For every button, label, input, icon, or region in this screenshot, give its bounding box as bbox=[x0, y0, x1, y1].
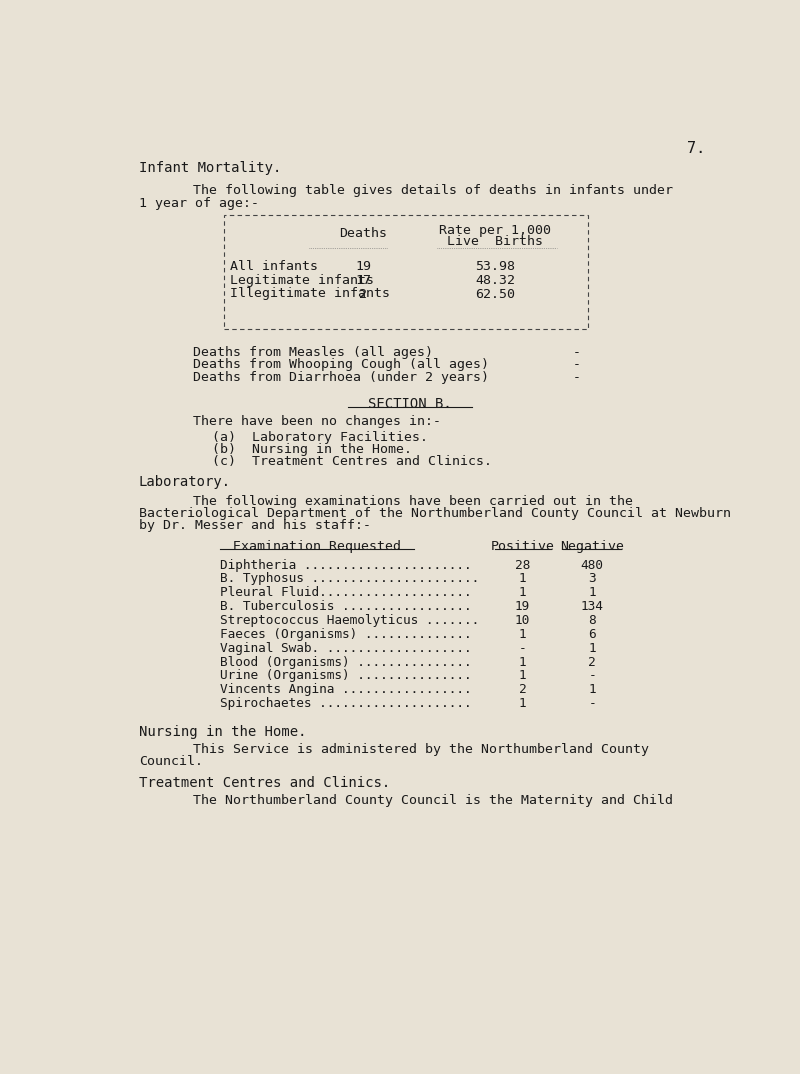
Text: Bacteriological Department of the Northumberland County Council at Newburn: Bacteriological Department of the Northu… bbox=[138, 507, 730, 520]
Text: 48.32: 48.32 bbox=[475, 274, 515, 287]
Text: Vincents Angina .................: Vincents Angina ................. bbox=[220, 683, 472, 696]
Text: Live  Births: Live Births bbox=[447, 235, 543, 248]
Text: Pleural Fluid....................: Pleural Fluid.................... bbox=[220, 586, 472, 599]
Text: Deaths from Whooping Cough (all ages): Deaths from Whooping Cough (all ages) bbox=[193, 359, 489, 372]
Text: 2: 2 bbox=[588, 655, 596, 668]
Text: B. Typhosus ......................: B. Typhosus ...................... bbox=[220, 572, 479, 585]
Text: 28: 28 bbox=[514, 558, 530, 571]
Text: 8: 8 bbox=[588, 614, 596, 627]
Text: Illegitimate infants: Illegitimate infants bbox=[230, 288, 390, 301]
Text: Treatment Centres and Clinics.: Treatment Centres and Clinics. bbox=[138, 775, 390, 789]
Text: The following table gives details of deaths in infants under: The following table gives details of dea… bbox=[193, 185, 673, 198]
Text: Infant Mortality.: Infant Mortality. bbox=[138, 161, 281, 175]
Text: Examination Requested: Examination Requested bbox=[233, 540, 401, 553]
Text: The following examinations have been carried out in the: The following examinations have been car… bbox=[193, 495, 633, 508]
Text: (b)  Nursing in the Home.: (b) Nursing in the Home. bbox=[212, 444, 412, 456]
Text: Blood (Organisms) ...............: Blood (Organisms) ............... bbox=[220, 655, 472, 668]
Text: -: - bbox=[588, 669, 596, 682]
Text: 1: 1 bbox=[588, 586, 596, 599]
Text: Deaths from Diarrhoea (under 2 years): Deaths from Diarrhoea (under 2 years) bbox=[193, 371, 489, 383]
Text: 1: 1 bbox=[518, 572, 526, 585]
Text: 53.98: 53.98 bbox=[475, 260, 515, 273]
Text: Nursing in the Home.: Nursing in the Home. bbox=[138, 725, 306, 739]
Text: 1: 1 bbox=[518, 697, 526, 710]
Text: Laboratory.: Laboratory. bbox=[138, 476, 231, 490]
Text: 1: 1 bbox=[518, 669, 526, 682]
Text: 1: 1 bbox=[518, 628, 526, 641]
Text: 10: 10 bbox=[514, 614, 530, 627]
Text: -: - bbox=[573, 346, 581, 359]
Text: 6: 6 bbox=[588, 628, 596, 641]
Text: Vaginal Swab. ...................: Vaginal Swab. ................... bbox=[220, 641, 472, 655]
Text: Positive: Positive bbox=[490, 540, 554, 553]
Text: (a)  Laboratory Facilities.: (a) Laboratory Facilities. bbox=[212, 431, 428, 444]
Text: 3: 3 bbox=[588, 572, 596, 585]
Text: 1: 1 bbox=[588, 641, 596, 655]
Text: Faeces (Organisms) ..............: Faeces (Organisms) .............. bbox=[220, 628, 472, 641]
Text: by Dr. Messer and his staff:-: by Dr. Messer and his staff:- bbox=[138, 519, 370, 532]
Text: Diphtheria ......................: Diphtheria ...................... bbox=[220, 558, 472, 571]
Text: 62.50: 62.50 bbox=[475, 288, 515, 301]
Text: 7.: 7. bbox=[686, 141, 705, 156]
Text: SECTION B.: SECTION B. bbox=[368, 396, 452, 411]
Text: All infants: All infants bbox=[230, 260, 318, 273]
Text: Spirochaetes ....................: Spirochaetes .................... bbox=[220, 697, 472, 710]
Text: -: - bbox=[573, 371, 581, 383]
Text: Deaths: Deaths bbox=[339, 227, 387, 240]
Text: 2: 2 bbox=[518, 683, 526, 696]
Text: -: - bbox=[588, 697, 596, 710]
Text: -: - bbox=[518, 641, 526, 655]
Text: This Service is administered by the Northumberland County: This Service is administered by the Nort… bbox=[193, 743, 649, 756]
Text: 1: 1 bbox=[518, 586, 526, 599]
Text: 19: 19 bbox=[514, 600, 530, 613]
Text: 2: 2 bbox=[359, 288, 367, 301]
Text: (c)  Treatment Centres and Clinics.: (c) Treatment Centres and Clinics. bbox=[212, 455, 492, 468]
Text: Streptococcus Haemolyticus .......: Streptococcus Haemolyticus ....... bbox=[220, 614, 479, 627]
Text: Deaths from Measles (all ages): Deaths from Measles (all ages) bbox=[193, 346, 433, 359]
Text: 134: 134 bbox=[581, 600, 603, 613]
Text: There have been no changes in:-: There have been no changes in:- bbox=[193, 416, 441, 429]
Text: 1: 1 bbox=[588, 683, 596, 696]
Text: 17: 17 bbox=[355, 274, 371, 287]
Text: B. Tuberculosis .................: B. Tuberculosis ................. bbox=[220, 600, 472, 613]
Text: -: - bbox=[573, 359, 581, 372]
Text: Negative: Negative bbox=[560, 540, 624, 553]
Text: Urine (Organisms) ...............: Urine (Organisms) ............... bbox=[220, 669, 472, 682]
Text: Legitimate infants: Legitimate infants bbox=[230, 274, 374, 287]
Text: 480: 480 bbox=[581, 558, 603, 571]
Text: Rate per 1,000: Rate per 1,000 bbox=[439, 224, 551, 237]
Text: 19: 19 bbox=[355, 260, 371, 273]
Text: The Northumberland County Council is the Maternity and Child: The Northumberland County Council is the… bbox=[193, 794, 673, 808]
Text: 1: 1 bbox=[518, 655, 526, 668]
Text: 1 year of age:-: 1 year of age:- bbox=[138, 197, 258, 209]
Text: Council.: Council. bbox=[138, 755, 202, 768]
